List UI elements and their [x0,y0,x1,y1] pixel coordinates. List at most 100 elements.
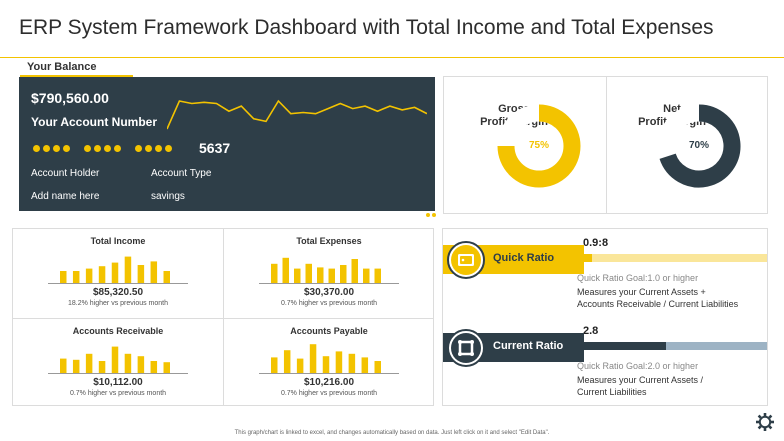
current-ratio-fill [583,342,666,350]
quick-ratio-value: 0.9:8 [583,237,609,249]
bar [294,268,301,283]
quick-ratio-description: Measures your Current Assets + Accounts … [577,287,739,309]
metric-value: $10,112.00 [93,377,143,388]
bar [322,356,330,373]
bar [150,261,158,283]
metric-total-expenses: Total Expenses $30,370.00 0.7% higher vs… [224,229,434,317]
bar [163,362,170,373]
metric-title: Accounts Payable [290,326,368,336]
metric-title: Total Income [90,236,146,246]
bar [282,257,289,283]
accounts-payable-bar-chart [271,344,381,373]
balance-tab-label: Your Balance [27,61,97,73]
metric-value: $85,320.50 [92,287,144,298]
balance-amount: $790,560.00 [31,90,109,106]
account-number: 5637 [199,140,231,156]
page-title: ERP System Framework Dashboard with Tota… [19,16,714,39]
frame-icon [451,333,481,363]
current-ratio-value: 2.8 [583,325,599,337]
bar [374,361,381,373]
metrics-panel: Total Income $85,320.50 18.2% higher vs … [12,228,434,406]
metric-change: 18.2% higher vs previous month [68,300,168,307]
account-number-label: Your Account Number [31,115,158,129]
bar [137,356,145,373]
bar [163,271,170,283]
account-holder-value[interactable]: Add name here [31,191,100,202]
bar [328,268,335,283]
current-ratio-icon [447,329,485,367]
quick-ratio-icon [447,241,485,279]
metric-change: 0.7% higher vs previous month [69,390,167,397]
gross-margin-percent: 75% [528,140,549,151]
bar [85,353,93,373]
card-icon [451,245,481,275]
balance-panel: $790,560.00 Your Account Number 5637 Acc… [19,77,435,211]
margins-divider [606,77,607,213]
sparkline-series [167,99,427,130]
total-income-bar-chart [60,256,170,283]
ratios-panel: 0.9:8 Quick Ratio Quick Ratio Goal:1.0 o… [442,228,768,406]
bar [309,344,317,373]
bar [60,271,67,283]
bar [335,351,343,373]
current-ratio-track [583,342,767,350]
bar [351,259,358,283]
accounts-receivable-bar-chart [60,346,170,373]
metric-value: $30,370.00 [303,287,355,298]
bar [317,267,324,283]
bar [271,357,278,373]
net-margin-percent: 70% [688,140,709,151]
footer-note: This graph/chart is linked to excel, and… [234,430,550,436]
metric-accounts-receivable: Accounts Receivable $10,112.00 0.7% high… [13,319,223,407]
bar [283,350,291,373]
title-divider [0,57,784,58]
bar [124,256,132,283]
bar [137,265,145,283]
gross-margin-arc [497,104,581,188]
net-profit-margin-donut [657,104,741,188]
bar [150,361,158,373]
net-margin-arc [659,104,741,188]
metric-change: 0.7% higher vs previous month [280,390,378,397]
bar [363,268,370,283]
balance-tab-underline [20,75,133,78]
quick-ratio-goal: Quick Ratio Goal:1.0 or higher [577,273,699,283]
account-holder-label: Account Holder [31,168,100,179]
bar [374,268,381,283]
gross-profit-margin-donut [497,104,581,188]
metric-title: Total Expenses [296,236,362,246]
bar [111,346,119,373]
bar [98,266,106,283]
masked-account-dots [33,145,172,153]
bar [340,265,347,283]
bar [305,263,312,283]
metric-accounts-payable: Accounts Payable $10,216.00 0.7% higher … [224,319,434,407]
quick-ratio-fill [583,254,593,262]
balance-tab: Your Balance [20,59,133,78]
account-type-value: savings [151,191,185,202]
bar [98,361,106,373]
bar [124,353,132,373]
bar [111,262,119,283]
bar [361,357,369,373]
bar [72,359,80,373]
bar [85,268,93,283]
bar [271,263,278,283]
profit-margins-panel: Gross Profit Margin 75% Net Profit Margi… [443,76,768,214]
account-type-label: Account Type [151,168,212,179]
panel-corner-dots [426,213,436,217]
bar [60,358,67,373]
total-expenses-bar-chart [271,257,381,283]
metric-title: Accounts Receivable [72,326,164,336]
gear-icon[interactable] [755,412,775,432]
metric-total-income: Total Income $85,320.50 18.2% higher vs … [13,229,223,317]
current-ratio-description: Measures your Current Assets / Current L… [577,375,704,397]
metric-change: 0.7% higher vs previous month [280,300,378,307]
bar [72,271,80,283]
bar [348,353,356,373]
bar [296,358,304,373]
quick-ratio-track [583,254,767,262]
current-ratio-goal: Quick Ratio Goal:2.0 or higher [577,361,699,371]
current-ratio-label: Current Ratio [493,340,564,352]
quick-ratio-label: Quick Ratio [493,252,555,264]
